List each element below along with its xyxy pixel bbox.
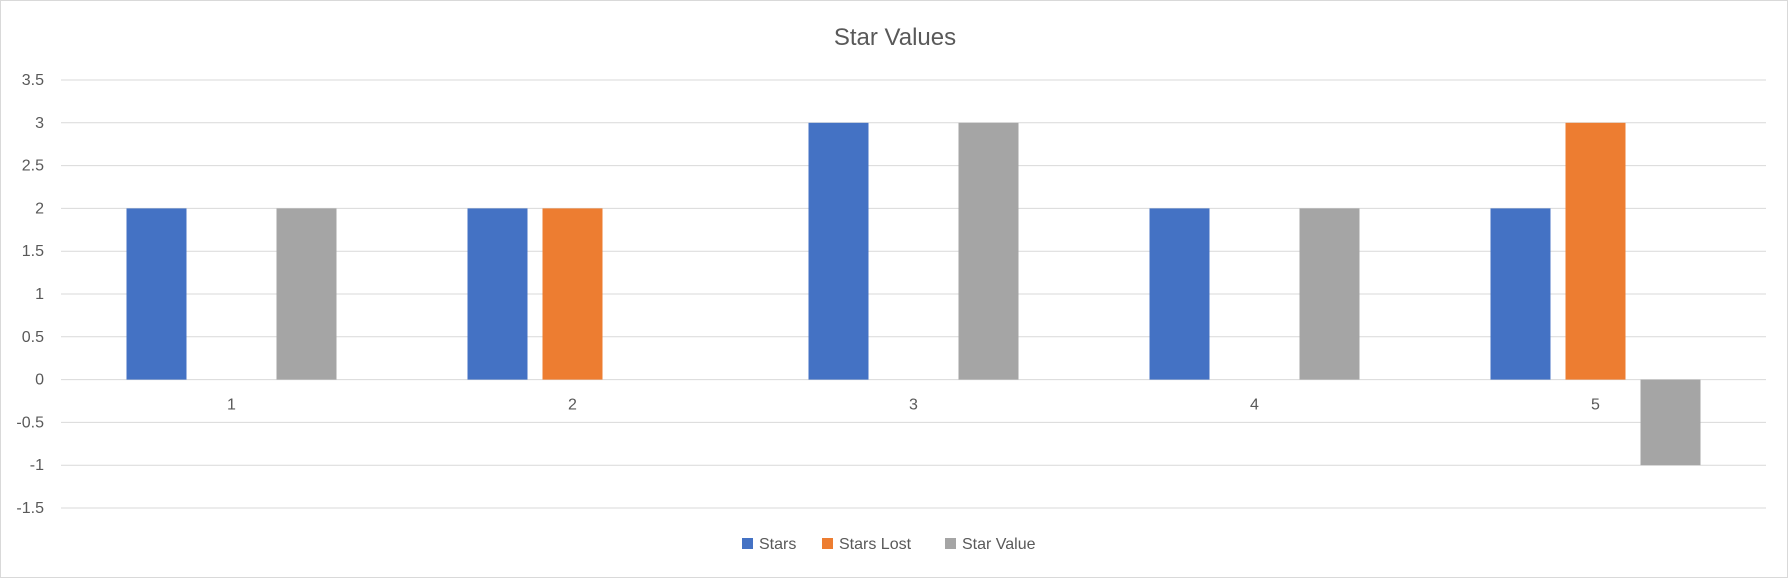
legend: Stars Stars Lost Star Value <box>742 536 1036 553</box>
y-tick-label: 0 <box>35 372 44 389</box>
bar-star-value-3 <box>958 122 1019 380</box>
gridlines <box>61 79 1766 509</box>
y-tick-label: -1 <box>30 457 44 474</box>
bar-stars-1 <box>126 208 187 380</box>
y-tick-label: -1.5 <box>16 500 44 517</box>
bars <box>126 122 1701 466</box>
bar-stars-4 <box>1149 208 1210 380</box>
x-tick-label: 3 <box>909 397 918 414</box>
x-tick-label: 1 <box>227 397 236 414</box>
y-tick-label: -0.5 <box>16 414 44 431</box>
bar-stars-3 <box>808 122 869 380</box>
chart-title: Star Values <box>834 24 956 51</box>
bar-star-value-4 <box>1299 208 1360 380</box>
y-tick-label: 1.5 <box>22 243 44 260</box>
bar-star-value-1 <box>276 208 337 380</box>
y-tick-label: 2.5 <box>22 158 44 175</box>
x-axis-ticks: 1 2 3 4 5 <box>227 397 1600 414</box>
x-tick-label: 4 <box>1250 397 1259 414</box>
legend-label: Star Value <box>962 536 1036 553</box>
y-tick-label: 2 <box>35 200 44 217</box>
legend-swatch <box>742 538 753 549</box>
legend-label: Stars <box>759 536 796 553</box>
bar-stars-2 <box>467 208 528 380</box>
legend-item-star-value: Star Value <box>945 536 1036 553</box>
x-tick-label: 2 <box>568 397 577 414</box>
bar-star-value-5 <box>1640 379 1701 466</box>
legend-item-stars: Stars <box>742 536 796 553</box>
y-tick-label: 3 <box>35 115 44 132</box>
legend-swatch <box>945 538 956 549</box>
legend-swatch <box>822 538 833 549</box>
legend-label: Stars Lost <box>839 536 912 553</box>
y-tick-label: 3.5 <box>22 72 44 89</box>
bar-stars-5 <box>1490 208 1551 380</box>
y-tick-label: 0.5 <box>22 329 44 346</box>
x-tick-label: 5 <box>1591 397 1600 414</box>
bar-stars-lost-2 <box>542 208 603 380</box>
y-axis-ticks: 3.5 3 2.5 2 1.5 1 0.5 0 -0.5 -1 -1.5 <box>16 72 44 517</box>
y-tick-label: 1 <box>35 286 44 303</box>
legend-item-stars-lost: Stars Lost <box>822 536 912 553</box>
bar-stars-lost-5 <box>1565 122 1626 380</box>
